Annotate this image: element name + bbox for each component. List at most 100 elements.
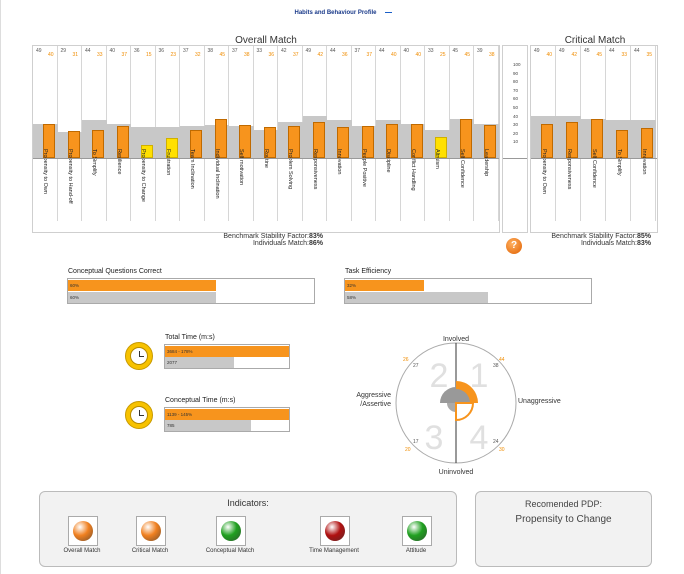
scale-tick-label: 70 (513, 87, 519, 93)
overall-candidate-value: 25 (439, 52, 446, 58)
overall-match-panel: 49 40 Propensity to Own 29 31 Propensity to H… (32, 45, 500, 233)
overall-benchmark-value: 44 (85, 48, 91, 54)
overall-candidate-value: 31 (72, 52, 78, 58)
overall-column: 42 37 Problem Solving (278, 46, 303, 221)
overall-candidate-bar (361, 126, 374, 158)
critical-candidate-value: 42 (571, 52, 577, 58)
page-title: Habits and Behaviour Profile (294, 10, 377, 16)
overall-candidate-bar (484, 125, 496, 158)
overall-candidate-value: 37 (366, 52, 372, 58)
total-time-bar-benchmark: 2077 (165, 357, 235, 368)
overall-ind-value: 86% (308, 240, 323, 247)
overall-trait-label: Discipline (385, 149, 392, 173)
overall-column: 37 37 People Positive (351, 46, 376, 221)
overall-benchmark-value: 49 (305, 48, 312, 54)
minimize-icon[interactable] (384, 11, 392, 14)
overall-benchmark-value: 49 (36, 48, 42, 54)
overall-column: 37 32 Team Inclination (180, 46, 205, 221)
page-header: Habits and Behaviour Profile (1, 10, 684, 16)
overall-candidate-bar (288, 126, 300, 158)
overall-candidate-bar (165, 138, 178, 158)
overall-candidate-bar (43, 123, 55, 158)
indicators-title: Indicators: (227, 498, 269, 508)
overall-trait-label: People Positive (360, 149, 367, 187)
overall-candidate-value: 42 (317, 52, 323, 58)
overall-trait-label: Team Inclination (189, 149, 196, 189)
indicator-status-icon (407, 521, 427, 541)
quadrant-br-orange: 30 (499, 447, 505, 453)
overall-benchmark: Benchmark Stability Factor:83% Individua… (161, 233, 323, 247)
task-bar-candidate: 32% (345, 280, 424, 291)
task-bar-box: 32% 58% (344, 278, 592, 304)
overall-benchmark-value: 44 (330, 48, 336, 54)
overall-benchmark-value: 33 (256, 48, 263, 54)
conceptual-bar-benchmark: 60% (68, 292, 216, 303)
overall-candidate-value: 15 (145, 52, 152, 58)
behaviour-quadrant: 2 1 3 4 Involved Uninvolved Aggressive /… (356, 336, 561, 476)
critical-trait-label: Self Confidence (590, 149, 597, 188)
overall-candidate-bar (435, 136, 447, 158)
overall-candidate-bar (92, 129, 104, 158)
critical-candidate-bar (541, 123, 553, 158)
overall-column: 45 45 Self Confidence (449, 46, 474, 221)
overall-candidate-value: 40 (390, 52, 397, 58)
conceptual-time-a-text: 1139 - 145% (167, 412, 193, 417)
indicator-box (216, 516, 246, 546)
quadrant-number-4: 4 (470, 419, 489, 457)
overall-column: 44 36 Innovation (327, 46, 352, 221)
critical-column: 49 42 Responsiveness (556, 46, 581, 221)
overall-candidate-bar (190, 130, 202, 158)
overall-column: 40 40 Conflict Handling (400, 46, 425, 221)
critical-benchmark-value: 49 (534, 48, 540, 54)
overall-bench-label: Benchmark Stability Factor: (223, 233, 309, 240)
quadrant-number-2: 2 (430, 357, 449, 395)
critical-column: 44 35 Innovation (631, 46, 656, 221)
indicator-status-icon (141, 521, 161, 541)
critical-column: 44 33 To Simplify (606, 46, 631, 221)
quadrant-shape-2 (440, 387, 456, 403)
overall-bench-value: 83% (308, 233, 323, 240)
conceptual-bar-candidate: 60% (68, 280, 216, 291)
overall-candidate-bar (410, 123, 423, 158)
overall-candidate-bar (386, 123, 398, 158)
overall-column: 39 38 Leadership (474, 46, 499, 221)
pdp-value: Propensity to Change (515, 514, 612, 525)
overall-column: 37 38 Self motivation (229, 46, 254, 221)
scale-panel: 100 90 80 70 60 50 40 30 20 10 (502, 45, 528, 233)
overall-candidate-value: 38 (243, 52, 250, 58)
overall-candidate-value: 38 (488, 52, 495, 58)
overall-baseline (33, 158, 499, 159)
overall-candidate-value: 45 (219, 52, 225, 58)
overall-trait-label: Self motivation (238, 149, 245, 186)
scale-tick-label: 60 (513, 96, 519, 102)
overall-candidate-value: 32 (194, 52, 201, 58)
critical-benchmark-value: 44 (609, 48, 615, 54)
indicator-status-icon (73, 521, 93, 541)
critical-benchmark-value: 44 (634, 48, 640, 54)
indicator-label: Time Management (309, 548, 359, 554)
task-a-text: 32% (347, 283, 357, 288)
overall-benchmark-value: 42 (281, 48, 287, 54)
overall-trait-label: Frustration (164, 149, 171, 176)
critical-bench-label: Benchmark Stability Factor: (551, 233, 637, 240)
scale-tick-label: 90 (513, 70, 519, 76)
total-time-b-text: 2077 (167, 360, 178, 365)
overall-column: 44 33 To Simplify (82, 46, 107, 221)
critical-candidate-bar (566, 121, 578, 158)
quadrant-br-grey: 24 (493, 439, 499, 445)
overall-candidate-bar (239, 125, 251, 158)
indicator-label: Conceptual Match (205, 548, 255, 554)
overall-benchmark-value: 38 (207, 48, 214, 54)
total-time-a-text: 3684 - 178% (167, 349, 193, 354)
critical-ind-label: Individuals Match: (580, 240, 637, 247)
indicator-status-icon (325, 521, 345, 541)
scale-tick-label: 10 (513, 139, 519, 145)
overall-candidate-bar (141, 145, 153, 158)
overall-trait-label: Innovation (336, 149, 343, 175)
task-label: Task Efficiency (345, 268, 392, 275)
overall-match-title: Overall Match (235, 35, 297, 46)
overall-column: 49 40 Propensity to Own (33, 46, 58, 221)
overall-candidate-value: 36 (341, 52, 348, 58)
critical-candidate-bar (641, 127, 653, 158)
help-icon[interactable]: ? (506, 238, 522, 254)
